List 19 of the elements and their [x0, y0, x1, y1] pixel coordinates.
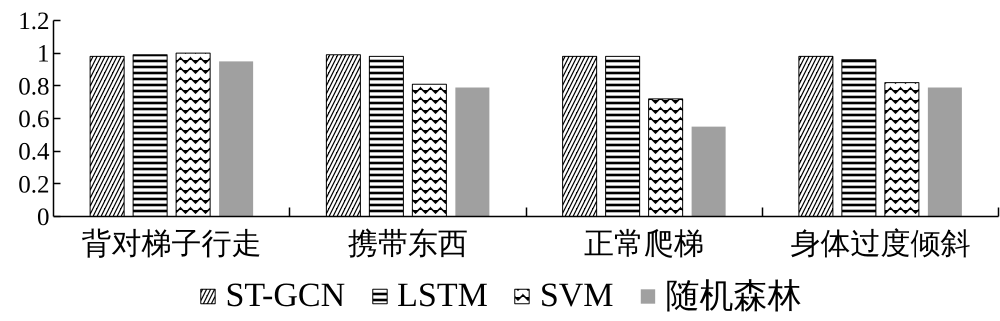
x-tick-label: 携带东西: [348, 228, 468, 260]
y-tick-label: 0.8: [18, 73, 50, 100]
bar: [928, 87, 962, 216]
bar: [692, 126, 726, 216]
legend-label: 随机森林: [666, 277, 802, 317]
x-tick-label: 背对梯子行走: [82, 228, 262, 260]
bar: [455, 87, 490, 216]
bar: [219, 61, 254, 216]
y-tick-label: 0.6: [18, 106, 50, 133]
y-tick-label: 1: [37, 40, 50, 68]
legend-label: SVM: [540, 277, 614, 315]
legend-label: LSTM: [397, 277, 488, 315]
y-tick-label: 0.2: [18, 171, 50, 198]
x-tick-label: 正常爬梯: [584, 228, 704, 260]
y-tick-label: 0.4: [18, 138, 50, 166]
x-tick-label: 身体过度倾斜: [790, 228, 970, 260]
legend-label: ST-GCN: [225, 277, 346, 315]
y-tick-label: 0: [37, 204, 50, 231]
y-tick-label: 1.2: [18, 8, 50, 35]
